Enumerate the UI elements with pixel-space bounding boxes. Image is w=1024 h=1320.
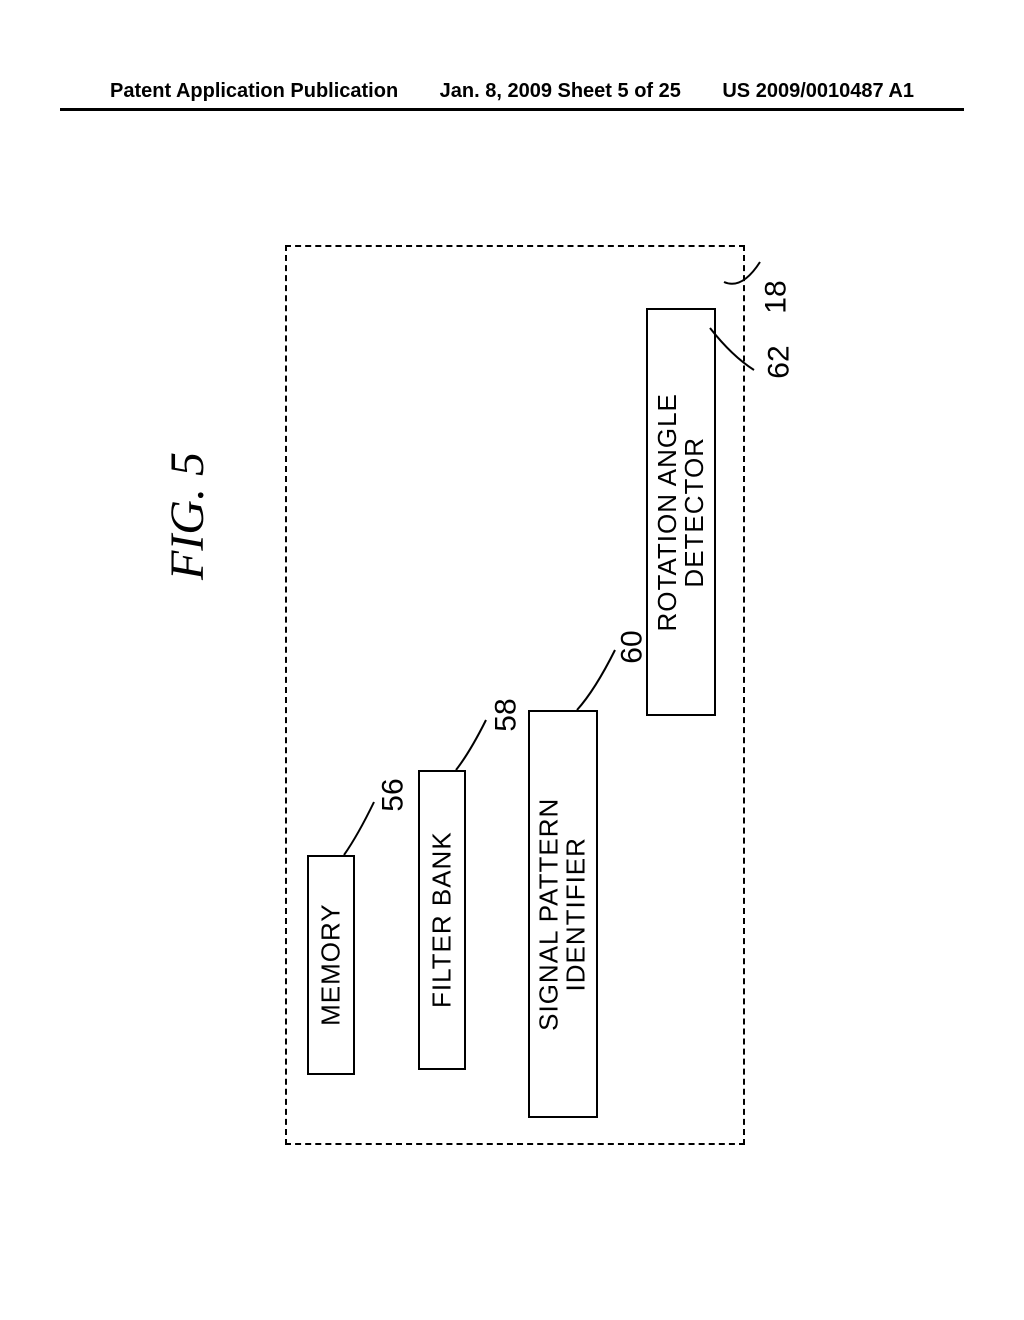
rotation-angle-block: ROTATION ANGLE DETECTOR [646,308,716,716]
container-lead [724,260,774,305]
memory-lead [344,800,384,865]
signal-pattern-label: SIGNAL PATTERN IDENTIFIER [536,797,591,1030]
rotation-angle-ref: 62 [763,345,797,378]
signal-pattern-lead [577,648,623,721]
signal-pattern-line1: SIGNAL PATTERN [534,797,564,1030]
header-rule [60,108,964,111]
rotation-angle-line1: ROTATION ANGLE [652,393,682,631]
header-right: US 2009/0010487 A1 [722,80,914,103]
memory-label: MEMORY [317,904,344,1027]
rotation-angle-label: ROTATION ANGLE DETECTOR [654,393,709,631]
signal-pattern-line2: IDENTIFIER [561,837,591,991]
header-left: Patent Application Publication [110,80,398,103]
page-header: Patent Application Publication Jan. 8, 2… [0,80,1024,103]
memory-block: MEMORY [307,855,355,1075]
filter-bank-label: FILTER BANK [428,832,455,1009]
rotation-angle-lead [710,328,762,383]
filter-bank-lead [456,718,496,781]
header-center: Jan. 8, 2009 Sheet 5 of 25 [440,80,681,103]
filter-bank-block: FILTER BANK [418,770,466,1070]
figure-label: FIG. 5 [160,452,215,580]
signal-pattern-block: SIGNAL PATTERN IDENTIFIER [528,710,598,1118]
page: Patent Application Publication Jan. 8, 2… [0,0,1024,1320]
rotation-angle-line2: DETECTOR [679,437,709,588]
